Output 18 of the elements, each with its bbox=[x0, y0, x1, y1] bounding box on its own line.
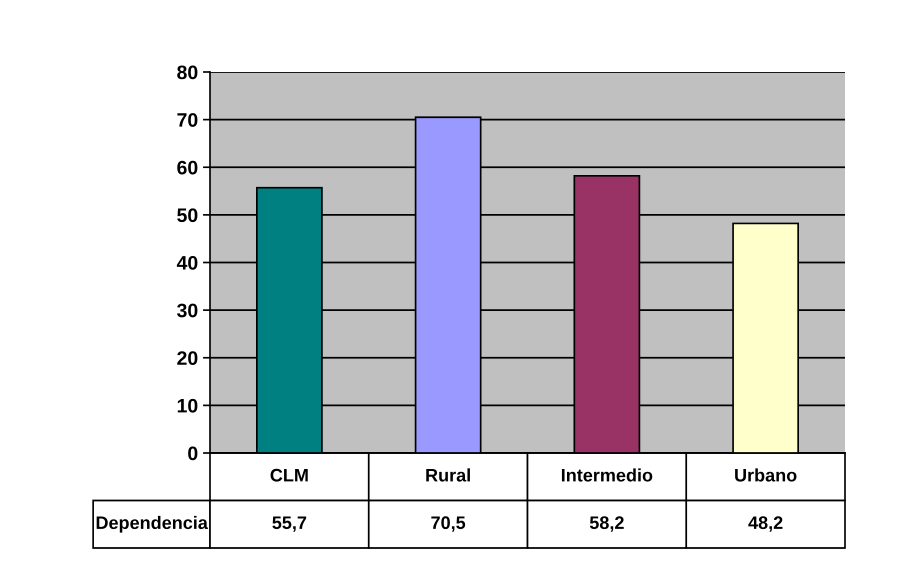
y-tick-label: 10 bbox=[178, 398, 198, 413]
y-tick-label: 70 bbox=[177, 113, 198, 127]
data-label: 70,5 bbox=[431, 516, 466, 532]
x-tick-label: Intermedio bbox=[562, 468, 652, 482]
y-tick-label: 20 bbox=[177, 351, 198, 365]
y-tick-label: 40 bbox=[176, 256, 198, 270]
data-label: 55,7 bbox=[272, 516, 306, 532]
text: Dependencia bbox=[96, 516, 208, 533]
y-tick-label: 30 bbox=[177, 304, 198, 318]
y-tick-label: 60 bbox=[177, 160, 198, 174]
data-label: 58,2 bbox=[590, 516, 624, 532]
x-tick-label: Rural bbox=[426, 468, 470, 482]
data-label: 48,2 bbox=[748, 516, 782, 532]
y-tick-label: 80 bbox=[177, 65, 198, 80]
y-tick-label: 0 bbox=[188, 446, 198, 460]
x-tick-label: Urbano bbox=[735, 468, 797, 482]
y-tick-label: 50 bbox=[177, 208, 198, 222]
x-tick-label: CLM bbox=[270, 468, 308, 482]
